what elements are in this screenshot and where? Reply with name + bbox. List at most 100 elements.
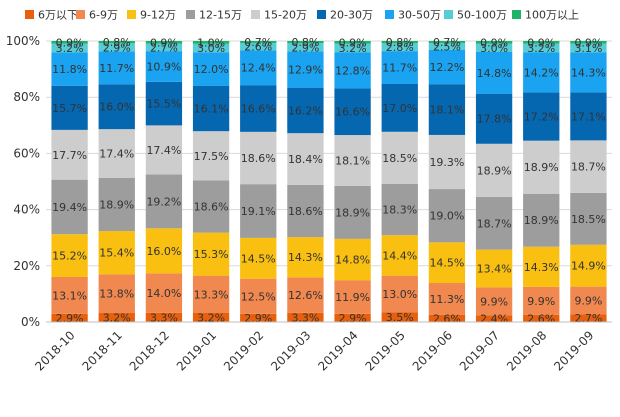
data-label-10-4: 18.9%: [524, 161, 559, 174]
legend: 6万以下 6-9万 9-12万 12-15万 15-20万 20-30万 30-50万 50-…: [25, 9, 579, 22]
data-label-1-3: 18.9%: [99, 199, 134, 212]
legend-label-0: 6万以下: [38, 9, 78, 22]
data-label-10-0: 2.6%: [527, 312, 555, 325]
data-label-7-7: 2.8%: [386, 41, 414, 54]
x-tick-label-9: 2019-07: [457, 328, 502, 373]
bar-segment-10-6: [523, 52, 560, 93]
bar-segment-11-5: [570, 92, 607, 141]
data-label-1-5: 16.0%: [99, 101, 134, 114]
bar-segment-3-6: [192, 52, 230, 86]
bar-segment-0-5: [51, 85, 88, 130]
bar-segment-10-2: [523, 246, 560, 287]
bar-segment-5-2: [287, 237, 324, 278]
data-label-7-0: 3.5%: [386, 311, 414, 324]
data-label-1-6: 11.7%: [99, 62, 134, 75]
bar-segment-4-1: [240, 278, 277, 314]
data-label-1-1: 13.8%: [99, 288, 134, 301]
data-label-10-1: 9.9%: [527, 295, 555, 308]
bar-segment-2-4: [145, 125, 183, 175]
data-label-0-1: 13.1%: [52, 289, 87, 302]
bar-segment-9-7: [475, 43, 513, 52]
data-label-1-7: 2.9%: [103, 41, 131, 54]
bar-segment-8-1: [428, 283, 466, 315]
data-label-8-2: 14.5%: [429, 257, 464, 270]
data-label-5-4: 18.4%: [288, 153, 323, 166]
x-tick-label-4: 2019-02: [221, 328, 266, 373]
bar-segment-0-8: [51, 41, 88, 44]
data-label-7-2: 14.4%: [382, 249, 417, 262]
bar-segment-10-3: [523, 193, 560, 247]
y-tick-label-1: 20%: [13, 259, 40, 273]
bar-segment-4-5: [240, 85, 277, 132]
data-label-4-6: 12.4%: [241, 62, 276, 75]
bar-segment-4-7: [240, 42, 277, 51]
data-label-5-6: 12.9%: [288, 64, 323, 77]
data-label-2-1: 14.0%: [146, 287, 181, 300]
bar-segment-5-3: [287, 184, 324, 238]
bar-segment-0-6: [51, 52, 88, 86]
bar-segment-7-5: [381, 83, 418, 132]
data-label-0-0: 2.9%: [56, 312, 84, 325]
legend-label-8: 100万以上: [525, 9, 579, 22]
data-label-4-8: 0.7%: [244, 36, 272, 49]
y-tick-label-0: 0%: [21, 315, 40, 329]
bar-segment-2-6: [145, 51, 183, 82]
data-label-8-1: 11.3%: [429, 293, 464, 306]
x-tick-label-6: 2019-04: [315, 328, 360, 373]
data-label-8-8: 0.7%: [433, 36, 461, 49]
bar-segment-3-3: [192, 180, 230, 233]
data-label-8-4: 19.3%: [429, 156, 464, 169]
bar-segment-8-7: [428, 42, 466, 50]
data-label-11-0: 2.7%: [574, 312, 602, 325]
bar-segment-3-1: [192, 275, 230, 314]
legend-swatch-4: [251, 10, 260, 19]
bar-segment-8-6: [428, 49, 466, 85]
bar-segment-8-0: [428, 314, 466, 322]
data-label-6-7: 3.2%: [339, 42, 367, 55]
bar-segment-1-6: [98, 51, 135, 85]
data-label-11-3: 18.5%: [571, 213, 606, 226]
data-label-0-8: 0.9%: [56, 36, 84, 49]
data-label-11-1: 9.9%: [574, 295, 602, 308]
bar-segment-2-2: [145, 228, 183, 274]
data-label-5-0: 3.3%: [291, 311, 319, 324]
data-label-6-3: 18.9%: [335, 206, 370, 219]
data-label-9-5: 17.8%: [477, 113, 512, 126]
data-label-5-7: 2.9%: [291, 41, 319, 54]
data-label-11-8: 0.9%: [574, 36, 602, 49]
data-label-11-4: 18.7%: [571, 161, 606, 174]
bar-segment-11-6: [570, 52, 607, 93]
data-label-1-0: 3.2%: [103, 312, 131, 325]
data-label-2-5: 15.5%: [146, 98, 181, 111]
bar-segment-6-8: [334, 41, 371, 44]
data-label-8-6: 12.2%: [429, 61, 464, 74]
data-label-0-7: 3.2%: [56, 42, 84, 55]
bar-segment-7-7: [381, 43, 418, 52]
data-label-11-7: 3.1%: [574, 42, 602, 55]
bar-segment-1-0: [98, 313, 135, 322]
data-label-1-8: 0.8%: [103, 36, 131, 49]
x-axis: 2018-10 2018-11 2018-12 2019-01 2019-02 2019-…: [32, 321, 612, 374]
bar-segment-6-5: [334, 88, 371, 136]
data-label-4-2: 14.5%: [241, 252, 276, 265]
data-label-9-1: 9.9%: [480, 295, 508, 308]
bar-segment-4-4: [240, 131, 277, 185]
bar-segment-9-1: [475, 287, 513, 316]
y-tick-label-2: 40%: [13, 203, 40, 217]
bar-segment-0-1: [51, 276, 88, 314]
bar-segment-2-7: [145, 43, 183, 52]
bar-segment-8-4: [428, 134, 466, 190]
data-label-10-7: 3.2%: [527, 42, 555, 55]
bar-segment-3-2: [192, 232, 230, 276]
bar-segment-1-1: [98, 274, 135, 314]
data-label-5-3: 18.6%: [288, 205, 323, 218]
bar-segment-5-5: [287, 87, 324, 134]
data-label-7-5: 17.0%: [382, 102, 417, 115]
legend-swatch-3: [186, 10, 195, 19]
bar-segment-11-7: [570, 43, 607, 53]
bar-segment-3-5: [192, 85, 230, 132]
legend-swatch-8: [512, 10, 521, 19]
data-label-4-0: 2.9%: [244, 312, 272, 325]
x-tick-label-7: 2019-05: [363, 328, 408, 373]
legend-swatch-1: [76, 10, 85, 19]
